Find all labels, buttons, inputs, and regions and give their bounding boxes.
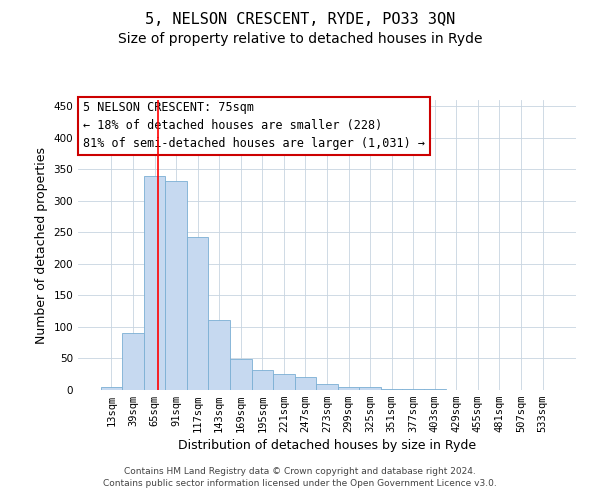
Bar <box>101 387 122 390</box>
Bar <box>251 370 273 390</box>
Bar <box>122 334 144 390</box>
Text: 5 NELSON CRESCENT: 75sqm
← 18% of detached houses are smaller (228)
81% of semi-: 5 NELSON CRESCENT: 75sqm ← 18% of detach… <box>83 102 425 150</box>
Bar <box>230 359 251 390</box>
Text: 5, NELSON CRESCENT, RYDE, PO33 3QN: 5, NELSON CRESCENT, RYDE, PO33 3QN <box>145 12 455 28</box>
Bar <box>208 320 230 390</box>
Text: Size of property relative to detached houses in Ryde: Size of property relative to detached ho… <box>118 32 482 46</box>
Bar <box>187 238 208 390</box>
X-axis label: Distribution of detached houses by size in Ryde: Distribution of detached houses by size … <box>178 440 476 452</box>
Bar <box>295 378 316 390</box>
Bar <box>338 388 359 390</box>
Bar <box>273 374 295 390</box>
Bar <box>381 388 403 390</box>
Bar <box>166 180 187 390</box>
Text: Contains HM Land Registry data © Crown copyright and database right 2024.
Contai: Contains HM Land Registry data © Crown c… <box>103 466 497 487</box>
Bar <box>144 176 166 390</box>
Bar <box>359 388 381 390</box>
Bar <box>316 384 338 390</box>
Y-axis label: Number of detached properties: Number of detached properties <box>35 146 48 344</box>
